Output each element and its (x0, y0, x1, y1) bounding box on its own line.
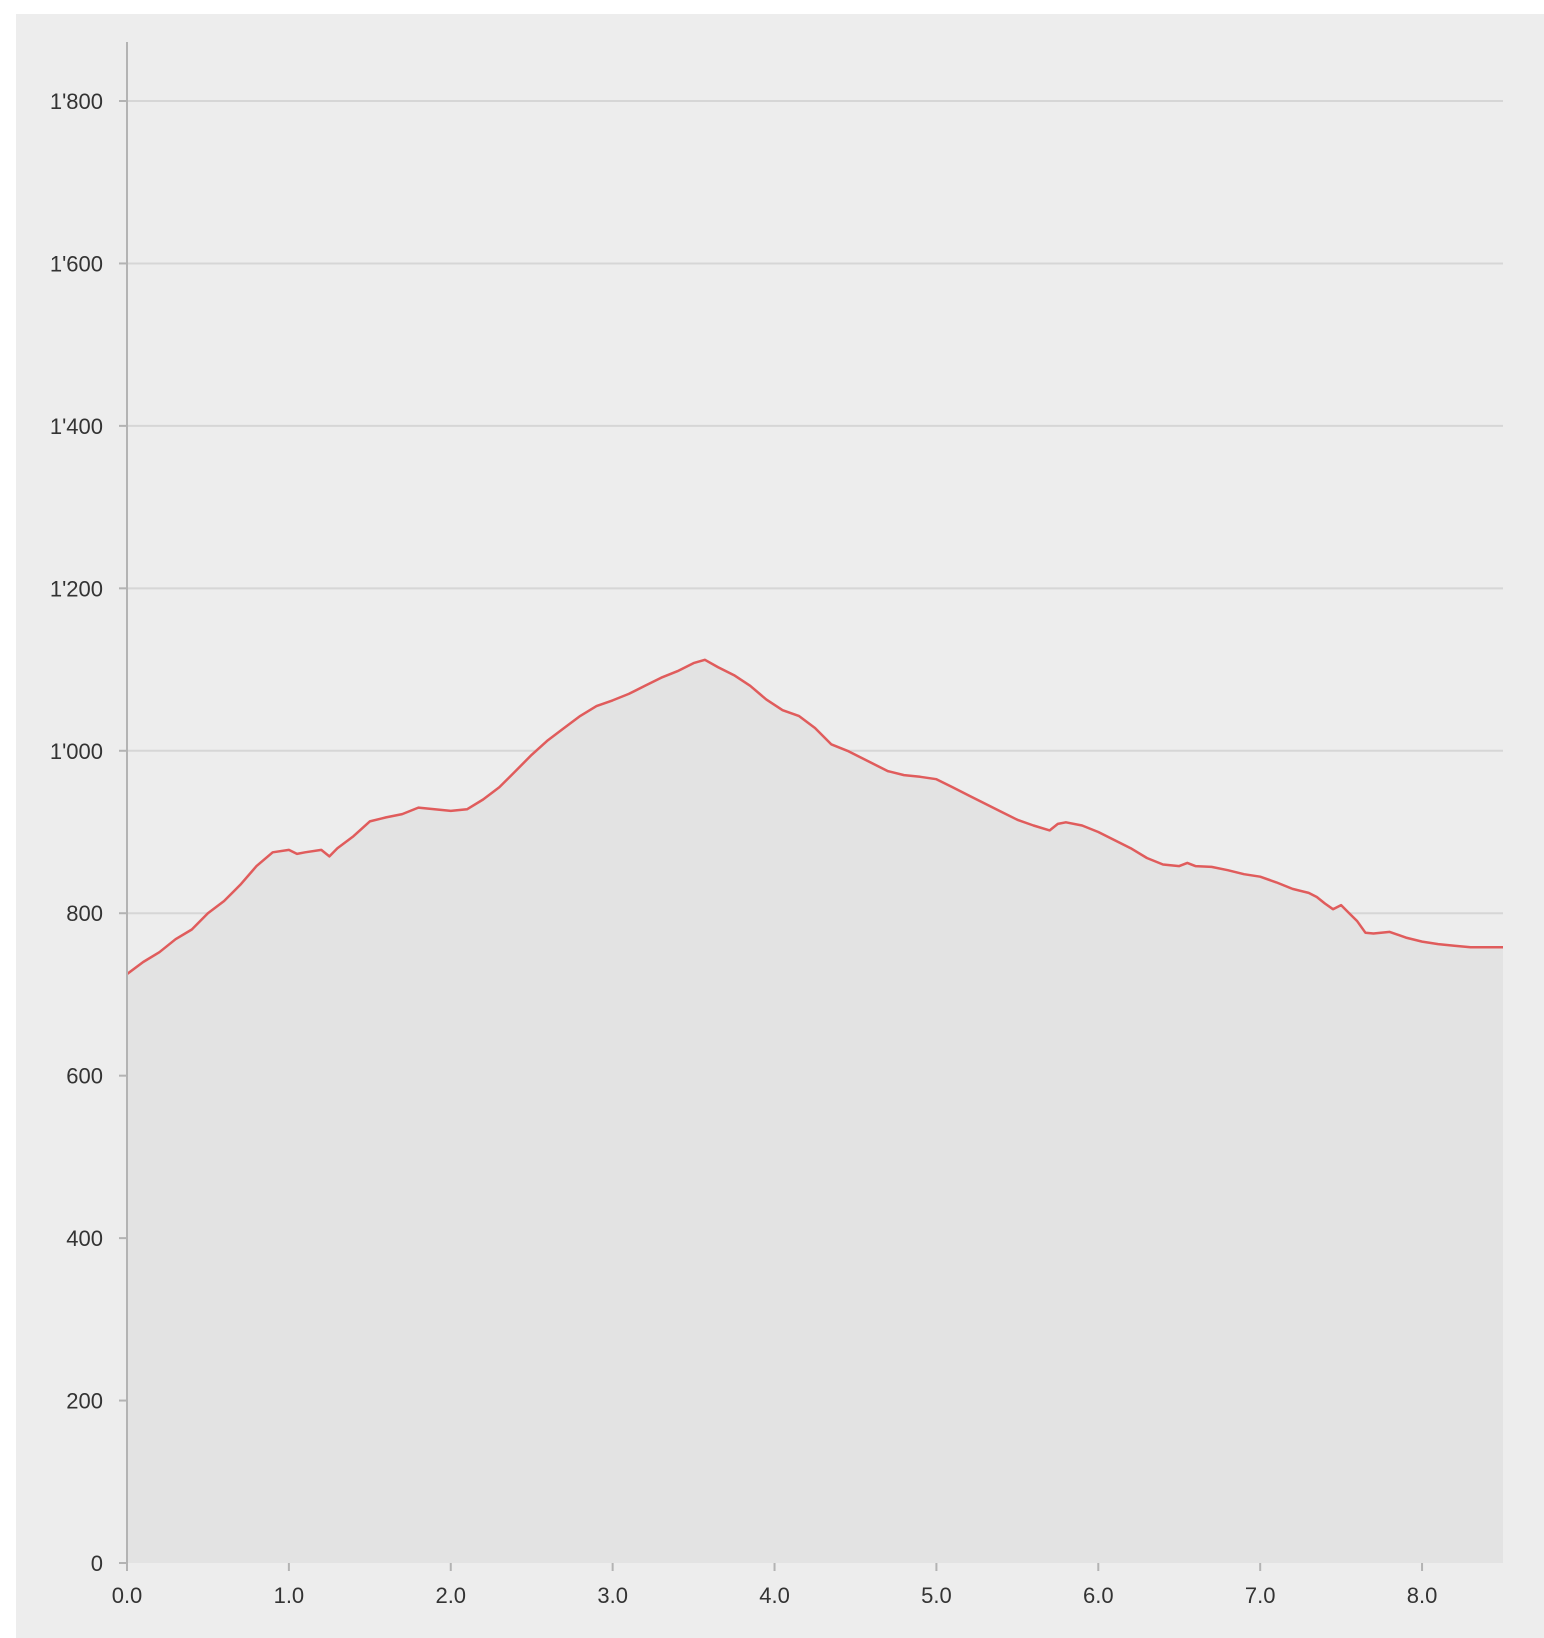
y-tick-label: 1'200 (50, 576, 103, 601)
y-tick-label: 0 (91, 1551, 103, 1576)
x-tick-label: 1.0 (274, 1583, 305, 1608)
elevation-line (126, 658, 1503, 976)
x-tick-label: 3.0 (597, 1583, 628, 1608)
x-tick-label: 2.0 (435, 1583, 466, 1608)
x-axis-ticks: 0.0 1.0 2.0 3.0 4.0 5.0 6.0 7.0 8.0 (112, 1563, 1438, 1608)
x-tick-label: 6.0 (1083, 1583, 1114, 1608)
y-tick-label: 400 (66, 1226, 103, 1251)
x-tick-label: 0.0 (112, 1583, 143, 1608)
y-tick-label: 1'800 (50, 89, 103, 114)
y-axis-ticks: 0 200 400 600 800 1'000 1'200 1'400 1'600 1'800 (50, 89, 127, 1576)
y-tick-label: 1'000 (50, 739, 103, 764)
y-tick-label: 600 (66, 1064, 103, 1089)
x-tick-label: 7.0 (1245, 1583, 1276, 1608)
x-tick-label: 4.0 (759, 1583, 790, 1608)
y-tick-label: 800 (66, 901, 103, 926)
y-tick-label: 200 (66, 1389, 103, 1414)
x-tick-label: 8.0 (1407, 1583, 1438, 1608)
y-tick-label: 1'600 (50, 251, 103, 276)
y-tick-label: 1'400 (50, 414, 103, 439)
elevation-area (127, 659, 1503, 1563)
x-tick-label: 5.0 (921, 1583, 952, 1608)
